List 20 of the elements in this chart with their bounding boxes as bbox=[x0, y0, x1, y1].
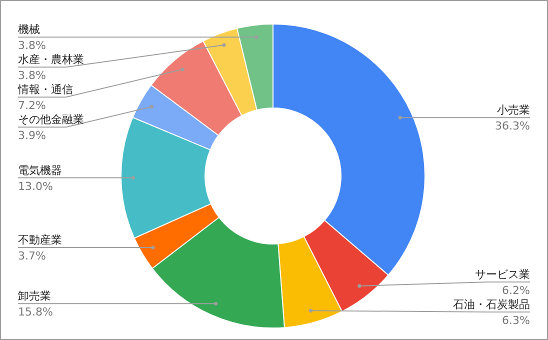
data-label: 3.8% bbox=[18, 69, 46, 82]
slice-label: 機械 bbox=[18, 23, 40, 36]
data-label: 7.2% bbox=[18, 99, 46, 112]
data-label: 6.2% bbox=[502, 284, 530, 297]
slice-label: 水産・農林業 bbox=[18, 53, 84, 66]
data-label: 6.3% bbox=[502, 314, 530, 327]
slice-label: 情報・通信 bbox=[17, 83, 73, 96]
data-label: 3.9% bbox=[18, 129, 46, 142]
slice-label: サービス業 bbox=[475, 268, 530, 281]
slice-label: 不動産業 bbox=[18, 234, 62, 247]
data-label: 15.8% bbox=[18, 306, 53, 319]
slice-label: 石油・石炭製品 bbox=[453, 298, 530, 311]
slice-label: 卸売業 bbox=[18, 290, 51, 303]
data-label: 36.3% bbox=[495, 120, 530, 133]
slice-label: 小売業 bbox=[497, 104, 530, 117]
data-label: 13.0% bbox=[18, 180, 53, 193]
data-label: 3.8% bbox=[18, 39, 46, 52]
slice-label: 電気機器 bbox=[18, 164, 62, 177]
data-label: 3.7% bbox=[18, 250, 46, 263]
slice-label: その他金融業 bbox=[18, 113, 84, 126]
